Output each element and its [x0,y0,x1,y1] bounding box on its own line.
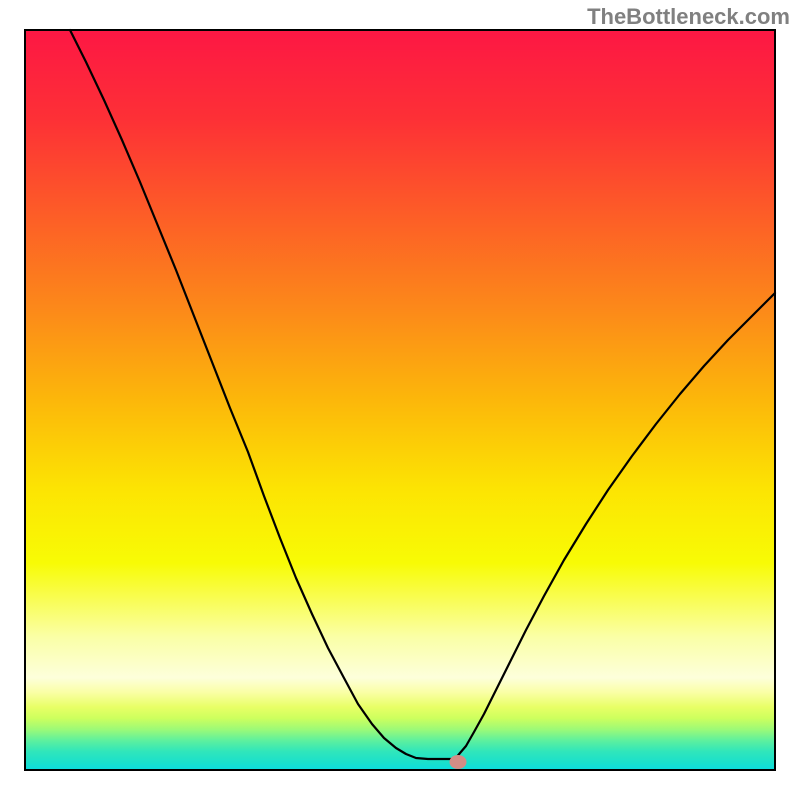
plot-background [25,30,775,770]
bottleneck-chart [0,0,800,800]
chart-container: TheBottleneck.com [0,0,800,800]
curve-marker [450,755,467,769]
watermark-label: TheBottleneck.com [587,4,790,30]
